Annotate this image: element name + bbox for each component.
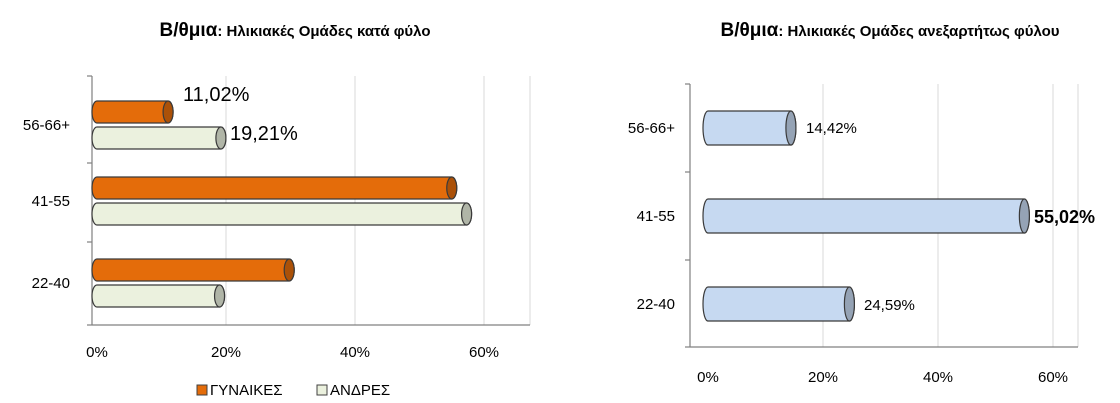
chart1-title: Β/θμια: Ηλικιακές Ομάδες κατά φύλο bbox=[159, 20, 430, 41]
category-label: 22-40 bbox=[637, 296, 675, 313]
x-tick-label: 20% bbox=[808, 369, 838, 386]
chart-by-gender: Β/θμια: Ηλικιακές Ομάδες κατά φύλο 56-66… bbox=[23, 20, 531, 399]
category-label: 41-55 bbox=[637, 208, 675, 225]
category-label: 56-66+ bbox=[628, 120, 675, 137]
bar bbox=[702, 286, 855, 322]
legend-swatch-men bbox=[316, 384, 328, 396]
chart2-title-sub: : Ηλικιακές Ομάδες ανεξαρτήτως φύλου bbox=[778, 23, 1059, 40]
bar bbox=[91, 202, 473, 226]
data-label: 11,02% bbox=[183, 84, 250, 106]
chart1-gridlines bbox=[225, 76, 531, 325]
bar-body bbox=[91, 258, 295, 282]
bar bbox=[91, 258, 295, 282]
bar-body bbox=[702, 110, 797, 146]
bar-body bbox=[91, 126, 227, 150]
category-label: 56-66+ bbox=[23, 117, 70, 134]
chart2-x-tick-labels: 0% 20% 40% 60% bbox=[697, 369, 1068, 386]
x-tick-label: 40% bbox=[923, 369, 953, 386]
legend-label-women: ΓΥΝΑΙΚΕΣ bbox=[210, 382, 283, 398]
bar bbox=[702, 198, 1030, 234]
x-tick-label: 0% bbox=[697, 369, 719, 386]
legend-label-men: ΑΝΔΡΕΣ bbox=[330, 382, 390, 398]
data-label: 19,21% bbox=[230, 123, 298, 145]
x-tick-label: 40% bbox=[340, 344, 370, 361]
category-label: 41-55 bbox=[32, 193, 70, 210]
bar bbox=[702, 110, 797, 146]
chart2-title: Β/θμια: Ηλικιακές Ομάδες ανεξαρτήτως φύλ… bbox=[720, 20, 1059, 41]
bar bbox=[91, 126, 227, 150]
chart2-bars bbox=[702, 110, 1030, 322]
chart1-bars bbox=[91, 100, 473, 308]
legend-swatch-women bbox=[196, 384, 208, 396]
bar-cap bbox=[460, 202, 473, 226]
chart2-axes bbox=[685, 83, 1078, 348]
x-tick-label: 20% bbox=[211, 344, 241, 361]
bar-body bbox=[702, 286, 855, 322]
chart1-title-main: Β/θμια bbox=[159, 20, 217, 41]
chart1-axes bbox=[87, 75, 530, 326]
x-tick-label: 60% bbox=[469, 344, 499, 361]
bar-cap bbox=[213, 284, 226, 308]
bar-cap bbox=[843, 286, 855, 322]
chart2-category-labels: 56-66+ 41-55 22-40 bbox=[628, 120, 675, 313]
x-tick-label: 60% bbox=[1038, 369, 1068, 386]
bar-cap bbox=[785, 110, 797, 146]
bar-body bbox=[91, 284, 226, 308]
chart-overall: Β/θμια: Ηλικιακές Ομάδες ανεξαρτήτως φύλ… bbox=[628, 20, 1095, 386]
chart2-title-main: Β/θμια bbox=[720, 20, 778, 41]
x-tick-label: 0% bbox=[86, 344, 108, 361]
data-label: 14,42% bbox=[806, 120, 857, 137]
bar-body bbox=[702, 198, 1030, 234]
bar-cap bbox=[215, 126, 227, 150]
chart1-category-labels: 56-66+ 41-55 22-40 bbox=[23, 117, 70, 292]
chart1-title-sub: : Ηλικιακές Ομάδες κατά φύλο bbox=[217, 23, 430, 40]
bar bbox=[91, 176, 458, 200]
bar-body bbox=[91, 100, 174, 124]
bar bbox=[91, 284, 226, 308]
data-label: 24,59% bbox=[864, 297, 915, 314]
data-label: 55,02% bbox=[1034, 207, 1095, 227]
chart1-legend: ΓΥΝΑΙΚΕΣ ΑΝΔΡΕΣ bbox=[196, 382, 390, 399]
chart2-data-labels: 14,42% 55,02% 24,59% bbox=[806, 120, 1095, 314]
bar-cap bbox=[283, 258, 295, 282]
bar-cap bbox=[162, 100, 174, 124]
chart1-data-labels: 11,02% 19,21% bbox=[183, 84, 298, 145]
bar-cap bbox=[1018, 198, 1030, 234]
bar-body bbox=[91, 176, 458, 200]
category-label: 22-40 bbox=[32, 275, 70, 292]
chart1-x-tick-labels: 0% 20% 40% 60% bbox=[86, 344, 499, 361]
bar-cap bbox=[446, 176, 458, 200]
bar bbox=[91, 100, 174, 124]
bar-body bbox=[91, 202, 473, 226]
